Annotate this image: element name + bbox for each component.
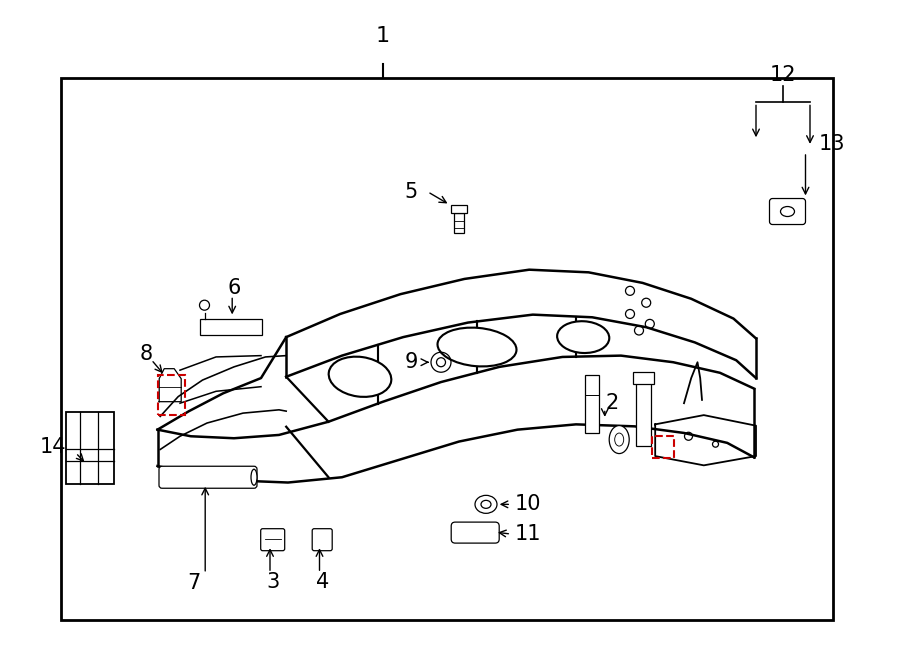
Text: 13: 13 bbox=[819, 134, 845, 154]
Ellipse shape bbox=[251, 469, 257, 485]
Bar bbox=[635, 374, 651, 446]
Text: 12: 12 bbox=[770, 65, 796, 85]
Text: 1: 1 bbox=[375, 26, 390, 46]
Text: 2: 2 bbox=[606, 393, 618, 413]
FancyBboxPatch shape bbox=[770, 198, 806, 225]
FancyBboxPatch shape bbox=[67, 412, 114, 485]
Bar bbox=[451, 205, 467, 213]
Ellipse shape bbox=[609, 426, 629, 453]
Text: 7: 7 bbox=[187, 573, 200, 593]
Text: 6: 6 bbox=[228, 278, 240, 297]
FancyBboxPatch shape bbox=[312, 529, 332, 551]
Ellipse shape bbox=[475, 495, 497, 514]
Text: 8: 8 bbox=[140, 344, 152, 364]
FancyBboxPatch shape bbox=[451, 522, 500, 543]
Ellipse shape bbox=[328, 357, 392, 397]
Bar bbox=[633, 372, 653, 384]
Text: 14: 14 bbox=[40, 438, 66, 457]
Text: 11: 11 bbox=[515, 524, 541, 544]
Ellipse shape bbox=[615, 433, 624, 446]
Text: 10: 10 bbox=[515, 494, 541, 514]
Text: 3: 3 bbox=[266, 572, 279, 592]
Ellipse shape bbox=[437, 328, 517, 366]
Bar bbox=[652, 436, 674, 458]
Text: 9: 9 bbox=[404, 352, 418, 372]
Ellipse shape bbox=[557, 321, 609, 353]
Ellipse shape bbox=[780, 206, 795, 217]
Text: 5: 5 bbox=[404, 182, 418, 202]
Bar bbox=[61, 78, 833, 620]
Bar bbox=[454, 213, 464, 233]
FancyBboxPatch shape bbox=[261, 529, 284, 551]
Bar bbox=[200, 319, 262, 335]
Bar bbox=[158, 375, 184, 415]
Text: 4: 4 bbox=[316, 572, 328, 592]
FancyBboxPatch shape bbox=[159, 466, 257, 488]
Bar bbox=[585, 375, 599, 433]
Ellipse shape bbox=[481, 500, 491, 508]
